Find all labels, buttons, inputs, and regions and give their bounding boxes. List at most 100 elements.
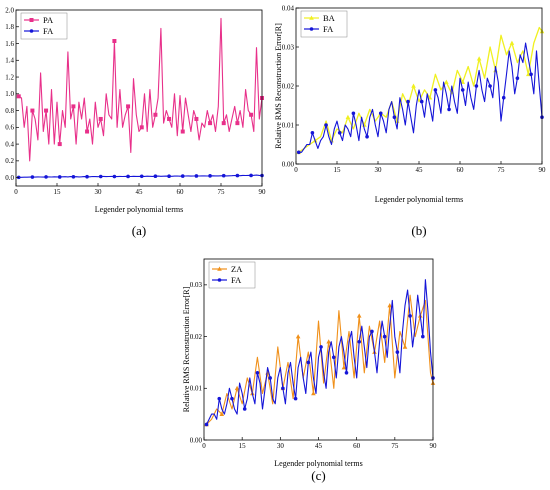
data-point-pa: [194, 116, 199, 121]
data-point-pa: [85, 129, 90, 134]
data-point-fa: [235, 173, 240, 178]
data-point-pa: [180, 129, 185, 134]
data-point-fa: [153, 174, 158, 178]
data-point-za: [234, 385, 240, 391]
data-point-fa: [221, 173, 226, 178]
series-line-fa: [206, 279, 434, 425]
x-tick-label: 30: [375, 166, 383, 174]
x-tick-label: 90: [430, 442, 438, 450]
x-tick-label: 60: [457, 166, 465, 174]
data-point-fa: [474, 84, 479, 88]
x-tick-label: 15: [334, 166, 342, 174]
legend-box: [208, 261, 256, 289]
legend-label-pa: PA: [43, 15, 54, 25]
data-point-fa: [357, 339, 362, 344]
data-point-za: [356, 313, 362, 318]
data-point-ba: [476, 56, 482, 61]
series-line-pa: [18, 17, 263, 162]
y-tick-label: 1.2: [5, 73, 14, 81]
data-point-fa: [310, 131, 315, 135]
data-point-pa: [167, 116, 172, 121]
data-point-za: [295, 334, 301, 339]
x-tick-label: 0: [14, 188, 18, 196]
y-tick-label: 1.6: [5, 40, 14, 48]
data-point-fa: [433, 88, 438, 92]
data-point-fa: [408, 314, 412, 318]
data-point-fa: [126, 174, 130, 179]
y-tick-label: 1.4: [5, 57, 14, 65]
data-point-fa: [488, 84, 492, 88]
y-axis-label: Relative RMS Reconstruction Error[R]: [274, 23, 283, 149]
data-point-pa: [112, 39, 117, 44]
x-tick-label: 45: [315, 442, 323, 450]
y-tick-label: 0.01: [282, 121, 295, 129]
data-point-fa: [421, 334, 425, 339]
legend-label-fa: FA: [231, 275, 242, 285]
data-point-fa: [30, 175, 35, 179]
data-point-fa: [180, 174, 185, 178]
data-point-za: [311, 390, 316, 396]
data-point-ba: [444, 79, 449, 84]
y-tick-label: 1.0: [5, 90, 14, 98]
data-point-pa: [208, 121, 213, 126]
data-point-fa: [419, 99, 424, 104]
x-tick-label: 0: [294, 166, 298, 174]
panel-c: 0 15 30 45 60 75 90 0.00 0.01 0.02 0.03 Legender po…: [182, 258, 438, 483]
x-tick-label: 60: [177, 188, 185, 196]
panel-b: 0 15 30 45 60 75 90 0.00 0.01 0.02 0.03 0.04 Legende…: [274, 4, 546, 238]
y-tick-label: 0.8: [5, 107, 14, 115]
y-tick-label: 0.03: [282, 43, 295, 51]
data-point-fa: [268, 376, 272, 380]
y-tick-label: 0.02: [190, 333, 203, 341]
series-line-fa: [298, 42, 543, 153]
y-tick-label: 0.02: [282, 82, 295, 90]
data-point-ba: [345, 114, 351, 119]
x-tick-label: 45: [136, 188, 144, 196]
data-point-fa: [112, 174, 117, 179]
x-tick-label: 60: [353, 442, 361, 450]
data-point-fa: [44, 175, 48, 179]
y-tick-label: 0.6: [5, 124, 14, 132]
x-axis-label: Legender polynomial terms: [375, 195, 463, 204]
y-tick-label: 0.2: [5, 157, 14, 165]
legend-marker: [217, 266, 222, 271]
x-tick-label: 75: [218, 188, 226, 196]
data-point-fa: [392, 115, 397, 119]
x-tick-label: 15: [54, 188, 62, 196]
data-point-fa: [208, 174, 212, 178]
data-point-fa: [293, 396, 298, 401]
data-point-fa: [167, 174, 171, 178]
data-point-fa: [57, 175, 62, 179]
data-point-fa: [515, 76, 520, 80]
data-point-fa: [331, 355, 336, 360]
data-point-pa: [57, 142, 62, 147]
x-tick-label: 90: [259, 188, 267, 196]
data-point-pa: [249, 112, 254, 117]
legend-label-fa: FA: [323, 24, 334, 34]
x-axis-label: Legender polynomial terms: [95, 205, 183, 214]
data-point-za: [341, 365, 347, 370]
legend-label-za: ZA: [231, 264, 243, 274]
legend-box: [300, 10, 348, 38]
data-point-za: [402, 344, 408, 349]
data-point-pa: [16, 94, 21, 99]
data-point-za: [387, 303, 393, 308]
y-tick-label: 0.00: [282, 160, 295, 168]
data-point-fa: [324, 123, 328, 127]
data-point-pa: [235, 121, 240, 126]
data-point-fa: [242, 407, 247, 411]
x-tick-label: 90: [539, 166, 547, 174]
y-tick-label: 0.01: [190, 385, 203, 393]
data-point-pa: [30, 108, 35, 113]
legend-marker: [217, 278, 222, 282]
data-point-ba: [411, 83, 416, 88]
x-tick-label: 30: [277, 442, 285, 450]
data-point-fa: [217, 396, 222, 401]
y-tick-label: 0.4: [5, 140, 14, 148]
y-tick-label: 0.04: [282, 4, 295, 12]
data-point-fa: [319, 345, 323, 349]
legend-box: [20, 12, 68, 40]
